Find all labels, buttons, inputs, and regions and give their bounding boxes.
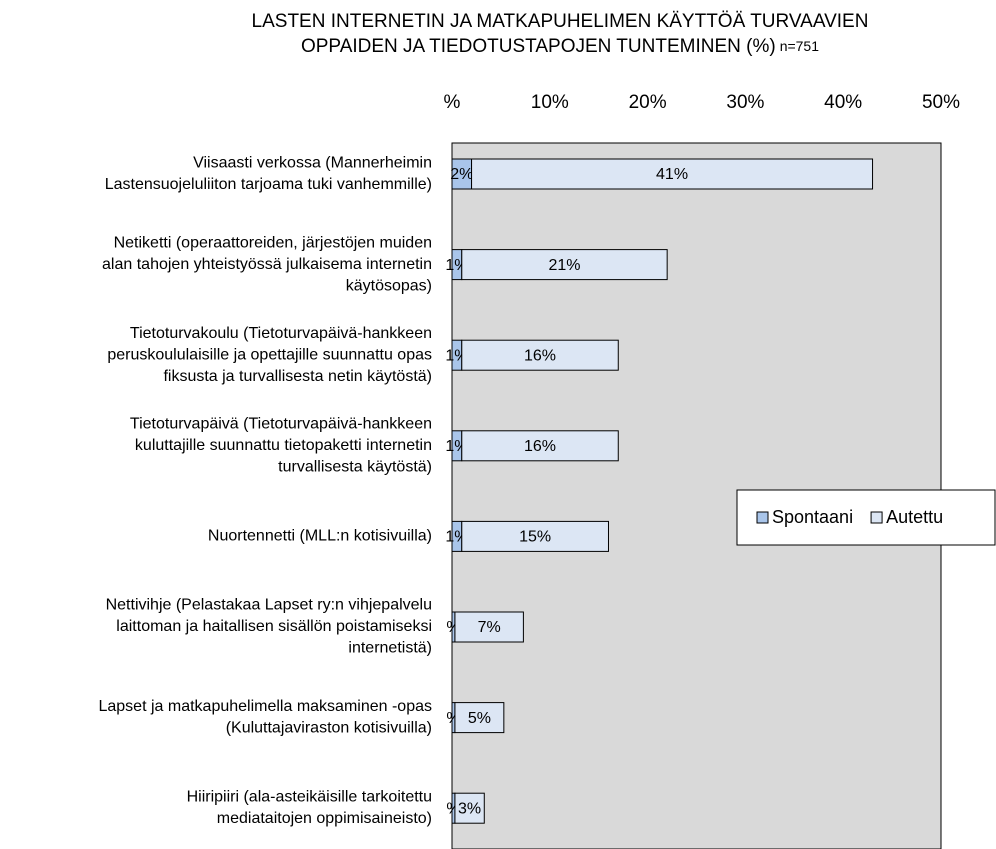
category-label: kuluttajille suunnattu tietopaketti inte… <box>135 437 432 454</box>
x-tick-label: 40% <box>824 92 862 113</box>
x-tick-label: 50% <box>922 92 960 113</box>
data-label: 3% <box>458 800 481 817</box>
x-tick-label: 10% <box>531 92 569 113</box>
legend-label: Spontaani <box>772 507 853 527</box>
data-label: 21% <box>548 257 580 274</box>
bar-segment <box>461 249 668 281</box>
category-label: Tietoturvakoulu (Tietoturvapäivä-hankkee… <box>130 325 432 342</box>
category-label: Viisaasti verkossa (Mannerheimin <box>193 154 432 171</box>
chart-title: LASTEN INTERNETIN JA MATKAPUHELIMEN KÄYT… <box>252 11 869 32</box>
bar-segment <box>461 520 609 552</box>
x-tick-label: 30% <box>726 92 764 113</box>
x-tick-label: 20% <box>629 92 667 113</box>
data-label: 7% <box>478 619 501 636</box>
legend-swatch <box>870 511 883 524</box>
x-tick-label: % <box>444 92 461 113</box>
category-label: alan tahojen yhteistyössä julkaisema int… <box>102 256 432 273</box>
bar-segment <box>454 702 505 734</box>
category-label: internetistä) <box>348 640 432 657</box>
category-label: Netiketti (operaattoreiden, järjestöjen … <box>114 234 432 251</box>
category-label: laittoman ja haitallisen sisällön poista… <box>116 618 432 635</box>
category-label: Hiiripiiri (ala-asteikäisille tarkoitett… <box>187 789 432 806</box>
data-label: 5% <box>468 710 491 727</box>
category-label: Nuortennetti (MLL:n kotisivuilla) <box>208 528 432 545</box>
chart-title: OPPAIDEN JA TIEDOTUSTAPOJEN TUNTEMINEN (… <box>301 36 776 57</box>
category-label: Lastensuojeluliiton tarjoama tuki vanhem… <box>105 176 432 193</box>
bar-segment <box>471 158 874 190</box>
bar-segment <box>461 339 619 371</box>
category-label: Lapset ja matkapuhelimella maksaminen -o… <box>98 698 432 715</box>
bar-segment <box>454 611 524 643</box>
legend-box <box>736 489 996 546</box>
bar-segment <box>461 430 619 462</box>
category-label: (Kuluttajaviraston kotisivuilla) <box>226 720 432 737</box>
category-label: fiksusta ja turvallisesta netin käytöstä… <box>163 368 432 385</box>
data-label: 15% <box>519 529 551 546</box>
data-label: 16% <box>524 438 556 455</box>
data-label: 2% <box>450 166 473 183</box>
legend-swatch <box>756 511 769 524</box>
data-label: 41% <box>656 166 688 183</box>
bar-segment <box>454 792 485 824</box>
data-label: 16% <box>524 347 556 364</box>
chart-subtitle: n=751 <box>780 38 820 54</box>
category-label: käytösopas) <box>346 277 432 294</box>
legend-label: Autettu <box>886 507 943 527</box>
category-label: turvallisesta käytöstä) <box>278 459 432 476</box>
category-label: mediataitojen oppimisaineisto) <box>217 810 432 827</box>
chart-title: OPPAIDEN JA TIEDOTUSTAPOJEN TUNTEMINEN (… <box>301 36 819 57</box>
category-label: peruskoululaisille ja opettajille suunna… <box>107 346 432 363</box>
category-label: Nettivihje (Pelastakaa Lapset ry:n vihje… <box>106 597 432 614</box>
category-label: Tietoturvapäivä (Tietoturvapäivä-hankkee… <box>130 416 432 433</box>
